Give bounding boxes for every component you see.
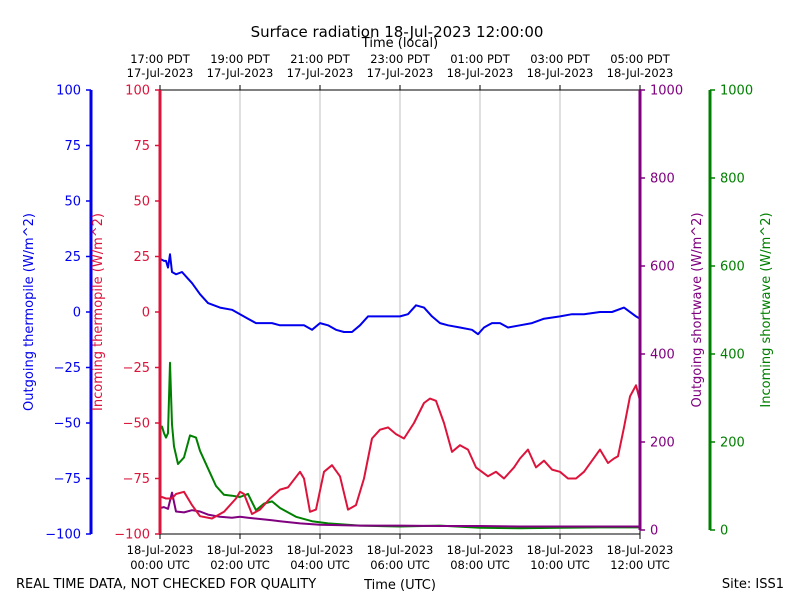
series-line-outgoing-shortwave	[159, 491, 641, 528]
y-axis-label: Outgoing shortwave (W/m^2)	[690, 212, 705, 407]
y-tick-label: 0	[720, 524, 728, 539]
x-tick-label-local-time: 03:00 PDT	[530, 52, 591, 66]
x-tick-label-local-date: 17-Jul-2023	[367, 66, 434, 80]
y-tick-label: 100	[125, 84, 150, 99]
y-axis-label: Incoming thermopile (W/m^2)	[91, 213, 106, 411]
y-tick-label: 800	[720, 172, 745, 187]
top-axis-label: Time (local)	[361, 36, 438, 51]
x-tick-label-local-date: 17-Jul-2023	[127, 66, 194, 80]
x-tick-label-utc-time: 06:00 UTC	[370, 558, 430, 572]
x-tick-label-local-date: 17-Jul-2023	[287, 66, 354, 80]
y-tick-label: 75	[133, 139, 150, 154]
y-tick-label: 800	[650, 172, 675, 187]
y-tick-label: 75	[64, 139, 81, 154]
y-axis-out-therm: −100 −75 −50 −25 0 25 50 75 100 Outgoing thermopi…	[22, 84, 93, 543]
x-tick-label-utc-time: 00:00 UTC	[130, 558, 190, 572]
x-axis-label: Time (UTC)	[363, 578, 436, 593]
y-tick-label: 50	[133, 195, 150, 210]
x-tick-label-local-time: 17:00 PDT	[130, 52, 191, 66]
chart-title: Surface radiation 18-Jul-2023 12:00:00	[251, 23, 544, 41]
quality-warning: REAL TIME DATA, NOT CHECKED FOR QUALITY	[16, 577, 316, 592]
x-tick-label-local-date: 17-Jul-2023	[207, 66, 274, 80]
y-tick-label: −50	[123, 417, 150, 432]
y-tick-label: 0	[73, 306, 81, 321]
y-tick-label: −50	[54, 417, 81, 432]
series-line-incoming-thermopile	[159, 384, 641, 520]
x-tick-label-utc-time: 04:00 UTC	[290, 558, 350, 572]
y-tick-label: −75	[54, 472, 81, 487]
y-tick-label: 1000	[720, 84, 753, 99]
y-tick-label: 600	[720, 260, 745, 275]
grid-lines	[239, 90, 561, 534]
x-tick-label-local-time: 19:00 PDT	[210, 52, 271, 66]
x-tick-label-utc-time: 02:00 UTC	[210, 558, 270, 572]
y-tick-label: −25	[54, 361, 81, 376]
y-axis-out-sw: 0 200 400 600 800 1000 Outgoing shortwave (W/m…	[638, 84, 705, 539]
y-tick-label: 0	[142, 306, 150, 321]
y-tick-label: 25	[133, 250, 150, 265]
y-tick-label: 200	[650, 436, 675, 451]
x-tick-label-utc-date: 18-Jul-2023	[287, 543, 354, 557]
y-tick-label: 50	[64, 195, 81, 210]
y-tick-label: −75	[123, 472, 150, 487]
y-tick-label: 100	[56, 84, 81, 99]
y-tick-label: 25	[64, 250, 81, 265]
x-tick-label-utc-date: 18-Jul-2023	[207, 543, 274, 557]
y-tick-label: −25	[123, 361, 150, 376]
y-tick-label: 600	[650, 260, 675, 275]
x-tick-label-local-time: 05:00 PDT	[610, 52, 671, 66]
x-tick-label-utc-time: 12:00 UTC	[610, 558, 670, 572]
series-line-outgoing-thermopile	[159, 253, 641, 336]
x-tick-label-local-time: 21:00 PDT	[290, 52, 351, 66]
x-tick-label-utc-date: 18-Jul-2023	[127, 543, 194, 557]
site-label: Site: ISS1	[722, 577, 784, 592]
x-tick-label-local-date: 18-Jul-2023	[607, 66, 674, 80]
x-tick-label-utc-date: 18-Jul-2023	[447, 543, 514, 557]
y-tick-label: −100	[114, 528, 150, 543]
axes-layer: −100 −75 −50 −25 0 25 50 75 100 Outgoing thermopi…	[22, 84, 774, 543]
x-tick-label-local-date: 18-Jul-2023	[527, 66, 594, 80]
y-axis-in-therm: −100 −75 −50 −25 0 25 50 75 100 Incoming thermopi…	[91, 84, 162, 543]
y-tick-label: 200	[720, 436, 745, 451]
y-tick-label: 0	[650, 524, 658, 539]
y-tick-label: 400	[720, 348, 745, 363]
x-tick-label-utc-date: 18-Jul-2023	[527, 543, 594, 557]
x-tick-label-utc-time: 08:00 UTC	[450, 558, 510, 572]
y-axis-label: Outgoing thermopile (W/m^2)	[22, 213, 37, 411]
x-tick-label-utc-date: 18-Jul-2023	[367, 543, 434, 557]
x-tick-label-utc-date: 18-Jul-2023	[607, 543, 674, 557]
y-tick-label: −100	[45, 528, 81, 543]
series-layer	[159, 253, 641, 530]
x-tick-label-local-date: 18-Jul-2023	[447, 66, 514, 80]
y-tick-label: 1000	[650, 84, 683, 99]
x-tick-label-local-time: 01:00 PDT	[450, 52, 511, 66]
y-axis-label: Incoming shortwave (W/m^2)	[759, 212, 774, 407]
x-tick-label-utc-time: 10:00 UTC	[530, 558, 590, 572]
x-tick-label-local-time: 23:00 PDT	[370, 52, 431, 66]
y-tick-label: 400	[650, 348, 675, 363]
y-axis-in-sw: 0 200 400 600 800 1000 Incoming shortwave (W/m…	[708, 84, 774, 539]
